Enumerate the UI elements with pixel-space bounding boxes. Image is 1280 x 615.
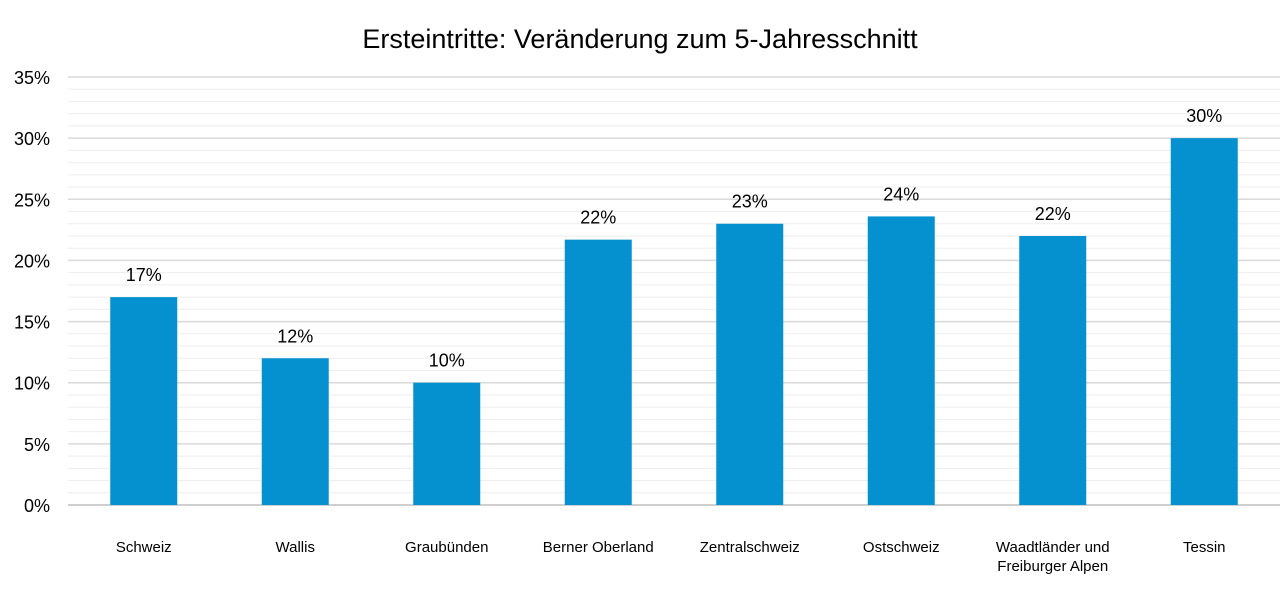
- bar-wallis: [261, 358, 329, 505]
- x-axis: Schweiz Wallis Graubünden Berner Oberland Ze…: [116, 539, 1226, 575]
- data-label: 23%: [732, 192, 768, 212]
- chart-title: Ersteintritte: Veränderung zum 5-Jahress…: [362, 24, 918, 54]
- bar-waadtländer-und-freiburger-alpen: [1019, 235, 1087, 505]
- bar-graubünden: [413, 382, 481, 505]
- bar-ostschweiz: [867, 216, 935, 506]
- y-tick-label: 0%: [24, 496, 50, 516]
- data-label: 30%: [1186, 106, 1222, 126]
- x-category-label: Waadtländer und Freiburger Alpen: [996, 539, 1110, 575]
- x-category-line: Schweiz: [116, 539, 172, 556]
- bar-schweiz: [110, 297, 178, 505]
- data-label: 10%: [429, 351, 465, 371]
- y-tick-label: 15%: [14, 313, 50, 333]
- y-tick-label: 20%: [14, 251, 50, 271]
- x-category-label: Schweiz: [116, 539, 172, 556]
- y-tick-label: 35%: [14, 68, 50, 88]
- x-category-label: Zentralschweiz: [700, 539, 800, 556]
- y-tick-label: 5%: [24, 435, 50, 455]
- data-labels: 17% 12% 10% 22% 23% 24% 22% 30%: [126, 106, 1223, 371]
- bar-tessin: [1170, 138, 1238, 505]
- x-category-line: Berner Oberland: [543, 539, 654, 556]
- x-category-line: Waadtländer und: [996, 539, 1110, 556]
- data-label: 17%: [126, 265, 162, 285]
- gridlines: [68, 76, 1280, 506]
- x-category-label: Wallis: [276, 539, 315, 556]
- y-tick-label: 25%: [14, 190, 50, 210]
- x-category-line: Zentralschweiz: [700, 539, 800, 556]
- x-category-label: Berner Oberland: [543, 539, 654, 556]
- data-label: 22%: [580, 208, 616, 228]
- y-tick-label: 10%: [14, 374, 50, 394]
- bar-zentralschweiz: [716, 223, 784, 505]
- y-axis: 0% 5% 10% 15% 20% 25% 30% 35%: [14, 68, 50, 516]
- y-tick-label: 30%: [14, 129, 50, 149]
- bars: [110, 138, 1238, 506]
- x-category-line: Freiburger Alpen: [997, 558, 1108, 575]
- x-category-label: Graubünden: [405, 539, 488, 556]
- data-label: 22%: [1035, 204, 1071, 224]
- x-category-line: Graubünden: [405, 539, 488, 556]
- x-category-label: Tessin: [1183, 539, 1226, 556]
- x-category-line: Ostschweiz: [863, 539, 940, 556]
- x-category-line: Tessin: [1183, 539, 1226, 556]
- data-label: 24%: [883, 184, 919, 204]
- x-category-line: Wallis: [276, 539, 315, 556]
- bar-berner-oberland: [564, 239, 632, 505]
- x-category-label: Ostschweiz: [863, 539, 940, 556]
- data-label: 12%: [277, 326, 313, 346]
